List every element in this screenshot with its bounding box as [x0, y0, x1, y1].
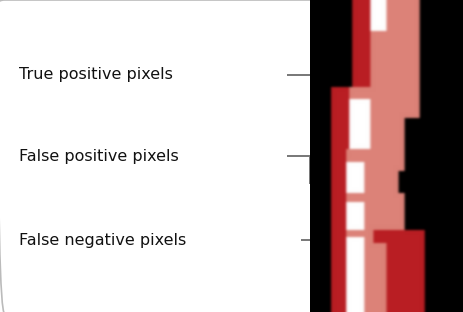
Text: False negative pixels: False negative pixels	[19, 233, 186, 248]
Text: False positive pixels: False positive pixels	[19, 149, 178, 163]
Text: True positive pixels: True positive pixels	[19, 67, 172, 82]
